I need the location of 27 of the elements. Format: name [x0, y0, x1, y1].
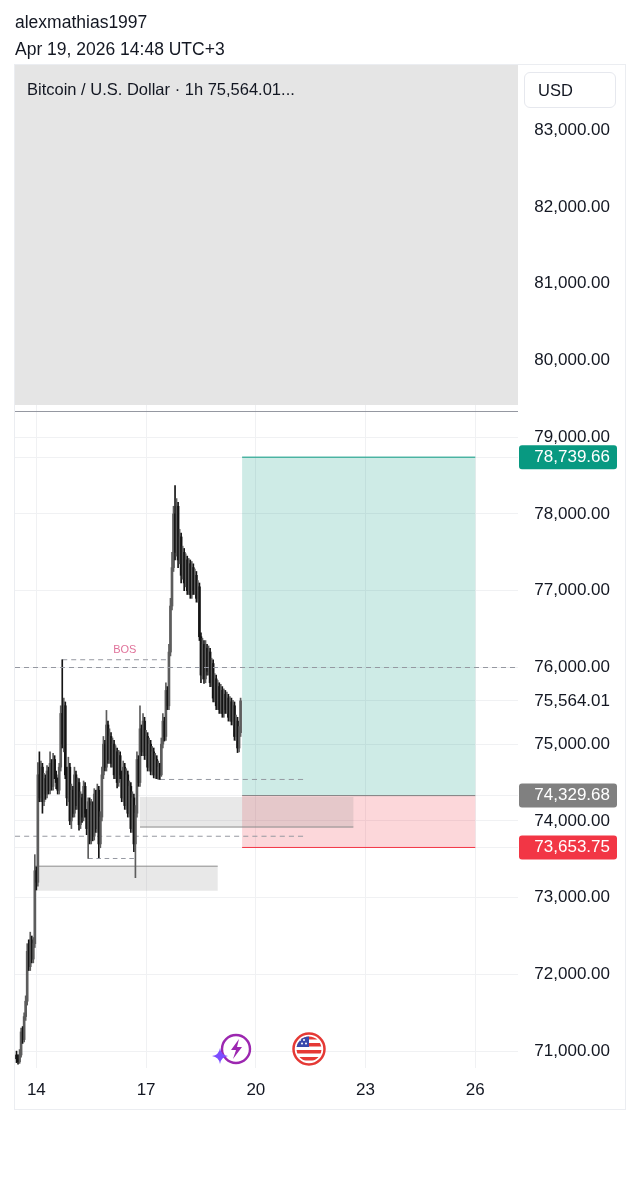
- y-tick-label: 78,000.00: [534, 503, 610, 523]
- y-tick-label: 72,000.00: [534, 964, 610, 984]
- y-axis-title: USD: [524, 72, 616, 108]
- y-tick-label: 75,564.01: [534, 690, 610, 710]
- y-tick-label: 82,000.00: [534, 196, 610, 216]
- y-tick-label: 73,000.00: [534, 887, 610, 907]
- y-tick-label: 76,000.00: [534, 657, 610, 677]
- y-tick-label: 74,329.68: [534, 785, 610, 805]
- y-tick-label: 73,653.75: [534, 837, 610, 857]
- y-tick-label: 79,000.00: [534, 426, 610, 446]
- x-tick-label: 26: [465, 1079, 485, 1099]
- y-tick-label: 77,000.00: [534, 580, 610, 600]
- y-tick-label: 83,000.00: [534, 119, 610, 139]
- x-tick-label: 20: [246, 1079, 266, 1099]
- text: Apr 19, 2026 14:48 UTC+3: [15, 38, 225, 60]
- text: Bitcoin / U.S. Dollar · 1h 75,564.01...: [27, 79, 295, 100]
- annotation: BOS: [113, 643, 137, 656]
- y-tick-label: 80,000.00: [534, 350, 610, 370]
- y-tick-label: 71,000.00: [534, 1040, 610, 1060]
- x-tick-label: 14: [26, 1079, 46, 1099]
- x-tick-label: 23: [356, 1079, 376, 1099]
- y-tick-label: 74,000.00: [534, 810, 610, 830]
- y-tick-label: 75,000.00: [534, 733, 610, 753]
- x-tick-label: 17: [136, 1079, 156, 1099]
- text: alexmathias1997: [15, 11, 148, 33]
- y-tick-label: 81,000.00: [534, 273, 610, 293]
- y-tick-label: 78,739.66: [534, 446, 610, 466]
